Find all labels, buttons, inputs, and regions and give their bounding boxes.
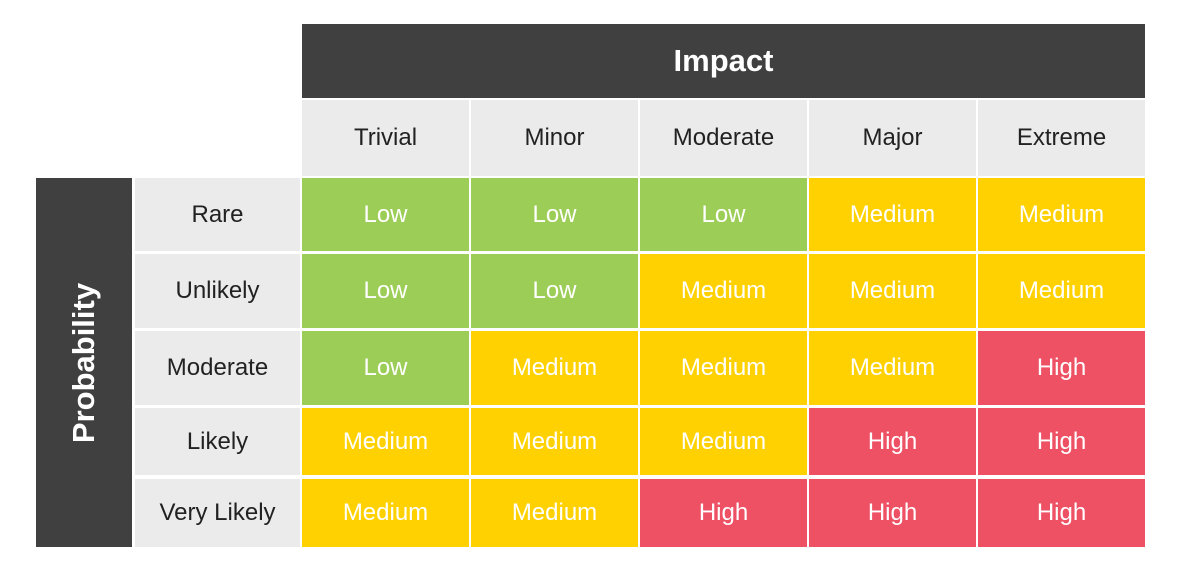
risk-cell: Medium [640,408,807,475]
risk-cell: Medium [809,254,976,328]
risk-cell: Medium [302,408,469,475]
row-header: Rare [135,178,300,251]
risk-cell: High [978,479,1145,547]
row-header: Unlikely [135,254,300,328]
row-header: Likely [135,408,300,475]
risk-cell: High [809,408,976,475]
risk-cell: Medium [640,331,807,405]
row-header: Very Likely [135,479,300,547]
risk-cell: Medium [640,254,807,328]
impact-header: Impact [302,24,1145,98]
risk-cell: Low [471,178,638,251]
column-header: Extreme [978,100,1145,176]
risk-cell: Medium [471,479,638,547]
risk-cell: Low [471,254,638,328]
probability-label: Probability [66,282,102,443]
risk-cell: Medium [471,331,638,405]
risk-cell: Low [640,178,807,251]
column-header: Major [809,100,976,176]
risk-cell: Medium [809,178,976,251]
risk-cell: Medium [471,408,638,475]
risk-cell: Medium [978,254,1145,328]
risk-cell: High [978,408,1145,475]
risk-cell: Low [302,254,469,328]
risk-cell: Medium [978,178,1145,251]
column-header: Minor [471,100,638,176]
row-header: Moderate [135,331,300,405]
probability-header: Probability [36,178,132,547]
risk-cell: Medium [302,479,469,547]
risk-cell: High [809,479,976,547]
column-header: Trivial [302,100,469,176]
risk-cell: Low [302,331,469,405]
risk-cell: Low [302,178,469,251]
risk-cell: High [978,331,1145,405]
column-header: Moderate [640,100,807,176]
risk-cell: Medium [809,331,976,405]
risk-cell: High [640,479,807,547]
